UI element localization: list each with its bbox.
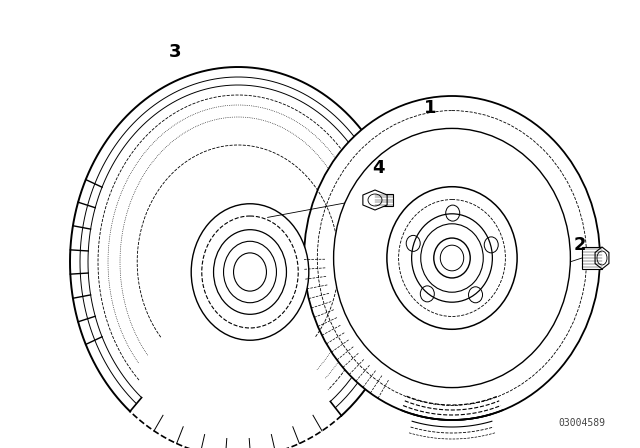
Text: 4: 4 (372, 159, 384, 177)
Polygon shape (375, 194, 393, 206)
Text: 1: 1 (424, 99, 436, 117)
Ellipse shape (214, 230, 287, 314)
Polygon shape (595, 247, 609, 269)
Ellipse shape (234, 253, 266, 291)
Ellipse shape (304, 96, 600, 420)
Ellipse shape (333, 129, 570, 388)
Polygon shape (363, 190, 387, 210)
Ellipse shape (412, 214, 492, 302)
Text: 3: 3 (169, 43, 181, 61)
Text: 03004589: 03004589 (558, 418, 605, 428)
Ellipse shape (191, 204, 309, 340)
Text: 2: 2 (573, 236, 586, 254)
Polygon shape (582, 247, 602, 269)
Ellipse shape (434, 238, 470, 278)
Ellipse shape (387, 187, 517, 329)
